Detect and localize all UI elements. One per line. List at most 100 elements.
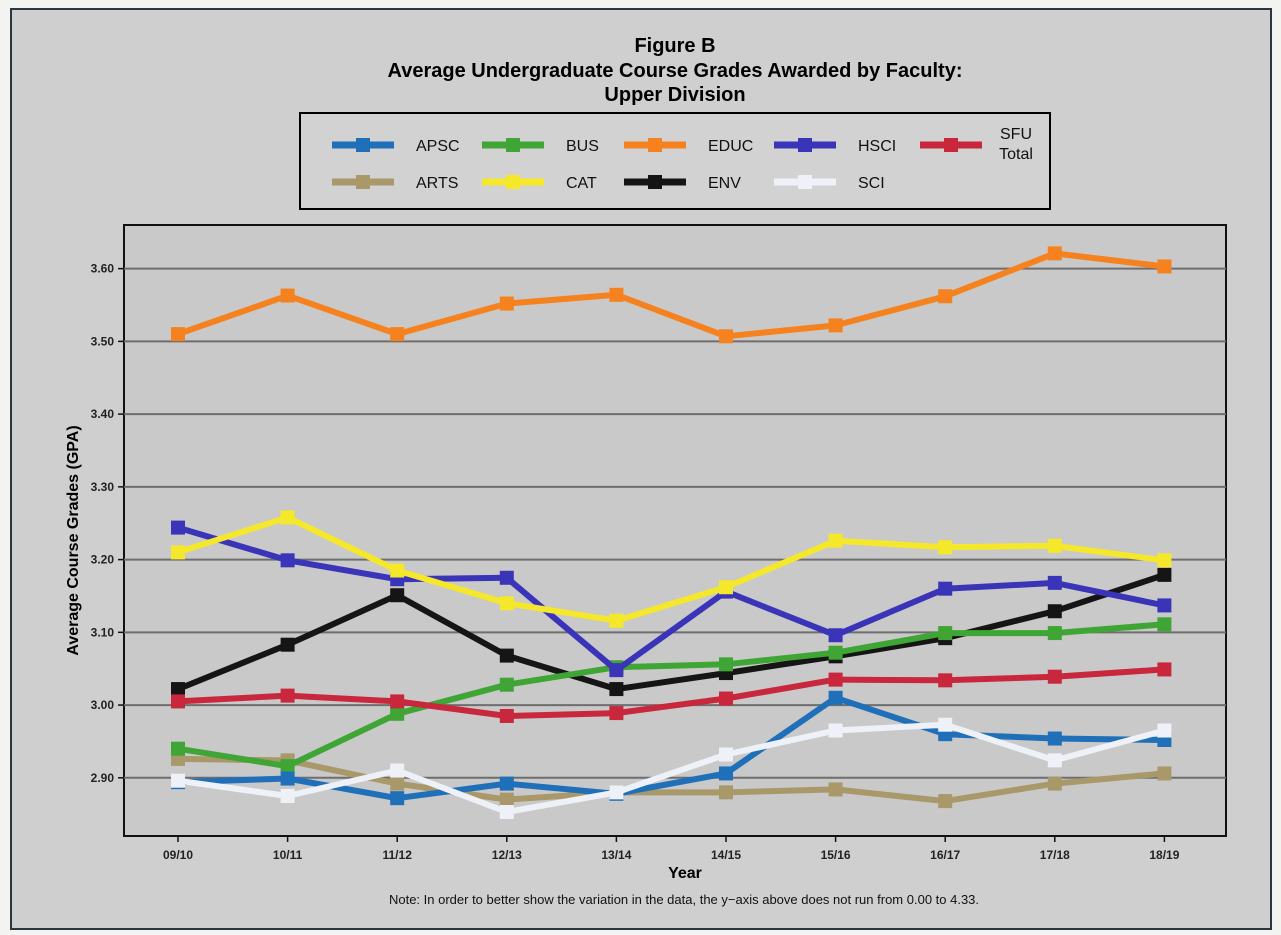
legend-label: EDUC	[708, 138, 753, 155]
data-point-arts	[390, 776, 405, 791]
legend-label: CAT	[566, 175, 597, 192]
data-point-sfu-total	[499, 708, 514, 723]
x-tick-label: 10/11	[273, 848, 303, 862]
x-tick-label: 15/16	[821, 848, 851, 862]
legend-label: HSCI	[858, 138, 896, 155]
data-point-educ	[171, 327, 185, 342]
data-point-cat	[1047, 538, 1062, 553]
legend-entry-bus: BUS	[482, 138, 599, 155]
x-tick-label: 14/15	[711, 848, 741, 862]
series-sci	[171, 717, 1172, 819]
data-point-env	[1047, 604, 1062, 619]
data-point-bus	[828, 645, 843, 660]
legend-entry-educ: EDUC	[624, 138, 753, 155]
chart-note: Note: In order to better show the variat…	[389, 892, 979, 907]
data-point-hsci	[280, 553, 295, 568]
data-point-educ	[390, 327, 405, 342]
legend-label: APSC	[416, 138, 460, 155]
y-tick-label: 3.30	[91, 480, 115, 494]
data-point-educ	[938, 289, 953, 304]
data-point-sci	[390, 763, 405, 778]
legend-label: BUS	[566, 138, 599, 155]
data-point-sfu-total	[719, 691, 733, 706]
legend-swatch-marker	[648, 175, 662, 189]
data-point-hsci	[609, 663, 624, 678]
chart-title-line-3: Upper Division	[604, 84, 745, 106]
data-point-sci	[1047, 753, 1062, 768]
data-point-sci	[719, 747, 733, 762]
legend-swatch-marker	[356, 175, 370, 189]
x-tick-label: 16/17	[930, 848, 960, 862]
data-point-sci	[828, 723, 843, 738]
data-point-educ	[719, 329, 733, 344]
data-point-sfu-total	[609, 706, 624, 721]
data-point-cat	[390, 563, 405, 578]
data-point-sci	[280, 788, 295, 803]
data-point-educ	[1157, 259, 1172, 274]
data-point-apsc	[280, 771, 295, 786]
data-point-env	[280, 637, 295, 652]
data-point-hsci	[171, 520, 185, 535]
series-cat	[171, 510, 1172, 628]
data-point-hsci	[828, 628, 843, 643]
data-point-hsci	[499, 570, 514, 585]
legend-entry-hsci: HSCI	[774, 138, 896, 155]
x-tick-label: 13/14	[601, 848, 631, 862]
data-point-bus	[280, 759, 295, 774]
data-point-sfu-total	[938, 673, 953, 688]
data-point-cat	[280, 510, 295, 525]
data-point-sfu-total	[1047, 669, 1062, 684]
data-point-hsci	[1157, 598, 1172, 613]
data-point-cat	[609, 613, 624, 628]
data-point-sfu-total	[171, 694, 185, 709]
x-tick-label: 17/18	[1040, 848, 1070, 862]
data-point-bus	[390, 706, 405, 721]
data-point-hsci	[938, 581, 953, 596]
data-point-apsc	[719, 766, 733, 781]
x-tick-label: 09/10	[163, 848, 193, 862]
data-point-bus	[171, 741, 185, 756]
data-point-cat	[828, 533, 843, 548]
data-point-educ	[1047, 246, 1062, 261]
y-tick-label: 2.90	[91, 771, 115, 785]
legend-swatch-marker	[506, 138, 520, 152]
chart-frame: Figure B Average Undergraduate Course Gra…	[10, 8, 1272, 930]
series-line-sfu-total	[177, 666, 1165, 719]
data-point-sfu-total	[828, 672, 843, 687]
series-line-apsc	[177, 694, 1165, 802]
data-point-arts	[499, 792, 514, 807]
y-tick-label: 3.50	[91, 334, 115, 348]
data-point-sci	[499, 804, 514, 819]
data-point-bus	[499, 677, 514, 692]
data-point-bus	[719, 657, 733, 672]
data-point-educ	[499, 296, 514, 311]
data-point-arts	[828, 782, 843, 797]
series-educ	[171, 246, 1172, 344]
legend-label: ENV	[708, 175, 741, 192]
x-tick-label: 11/12	[383, 848, 413, 862]
data-point-env	[171, 682, 185, 697]
data-point-env	[609, 682, 624, 697]
series-sfu-total	[171, 662, 1172, 723]
legend-label: Total	[999, 146, 1033, 163]
legend-swatch-marker	[798, 175, 812, 189]
x-axis-title: Year	[668, 865, 702, 882]
data-point-env	[390, 588, 405, 603]
legend-label: SFU	[1000, 126, 1032, 143]
data-point-sci	[938, 717, 953, 732]
legend-swatch-marker	[356, 138, 370, 152]
series-line-env	[176, 572, 1166, 693]
data-point-educ	[828, 318, 843, 333]
legend-entry-sci: SCI	[774, 175, 885, 192]
data-point-sfu-total	[280, 688, 295, 703]
data-point-cat	[719, 580, 733, 595]
legend-entry-arts: ARTS	[332, 175, 458, 192]
data-point-cat	[171, 545, 185, 560]
series-line-arts	[177, 755, 1165, 805]
data-point-apsc	[828, 690, 843, 705]
data-point-env	[1157, 567, 1172, 582]
y-tick-label: 3.40	[91, 407, 115, 421]
data-point-sci	[1157, 723, 1172, 738]
legend-swatch-marker	[648, 138, 662, 152]
series-line-sci	[177, 721, 1166, 815]
